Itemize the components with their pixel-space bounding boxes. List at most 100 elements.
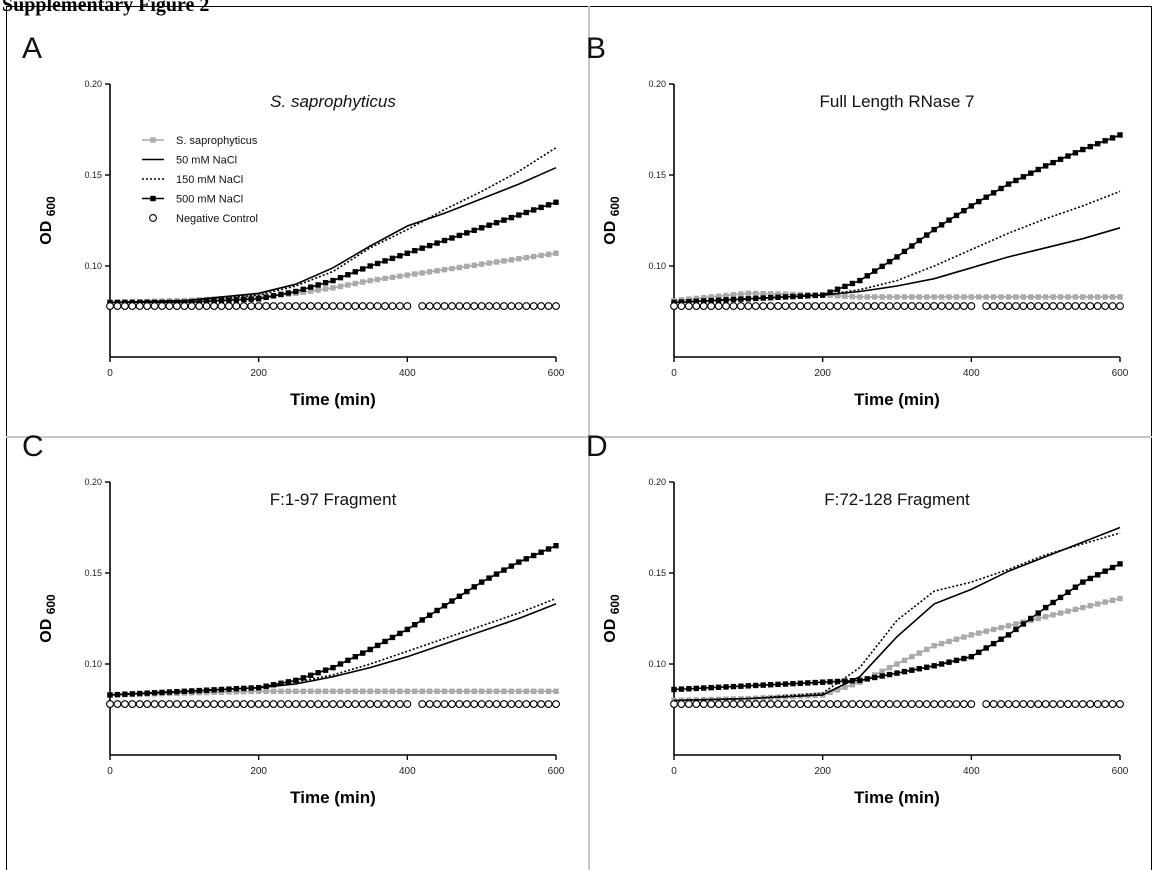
data-point — [1026, 302, 1035, 310]
data-point — [187, 700, 196, 708]
x-tick-label: 0 — [671, 766, 677, 777]
data-point — [1095, 601, 1101, 607]
y-tick-label: 0.20 — [84, 79, 102, 89]
data-point — [744, 700, 753, 708]
data-point — [196, 298, 202, 305]
data-point — [217, 302, 226, 310]
data-point — [701, 294, 707, 301]
data-point — [1019, 302, 1028, 310]
data-point — [336, 700, 345, 708]
data-point — [382, 258, 388, 264]
x-axis-label: Time (min) — [854, 788, 940, 807]
data-point — [523, 209, 529, 216]
data-point — [1080, 604, 1086, 611]
data-point — [1108, 700, 1117, 708]
data-point — [841, 700, 849, 708]
data-point — [514, 700, 523, 708]
data-point — [397, 273, 403, 279]
data-point — [901, 294, 908, 300]
data-point — [989, 302, 998, 310]
y-tick-label: 0.20 — [84, 477, 102, 487]
data-point — [959, 302, 968, 310]
data-point — [774, 302, 783, 310]
data-point — [855, 700, 864, 708]
y-tick-label: 0.10 — [648, 659, 666, 669]
data-point — [1026, 700, 1035, 708]
data-point — [128, 700, 137, 708]
data-point — [507, 700, 516, 708]
data-point — [374, 260, 381, 267]
series-negative-control — [106, 700, 560, 708]
data-point — [531, 688, 537, 694]
data-point — [291, 700, 300, 708]
data-point — [745, 296, 752, 302]
series-s-saprophyticus — [107, 250, 559, 306]
data-point — [722, 700, 730, 708]
data-point — [224, 302, 233, 310]
data-point — [998, 185, 1004, 192]
data-point — [701, 685, 707, 691]
data-point — [976, 294, 982, 300]
data-point — [255, 684, 262, 691]
data-point — [1102, 138, 1108, 144]
data-point — [1050, 294, 1056, 300]
data-point — [395, 700, 404, 708]
data-point — [909, 667, 915, 673]
data-point — [946, 659, 952, 665]
data-point — [241, 296, 247, 303]
data-point — [812, 292, 818, 299]
data-point — [478, 579, 485, 585]
data-point — [819, 679, 826, 685]
data-point — [120, 700, 129, 708]
data-point — [210, 302, 219, 310]
data-point — [360, 688, 366, 694]
data-point — [678, 299, 685, 305]
data-point — [389, 634, 396, 641]
y-axis-label: OD 600 — [38, 594, 58, 643]
data-point — [516, 688, 522, 694]
data-point — [456, 593, 463, 599]
data-point — [715, 293, 722, 299]
data-point — [337, 688, 344, 694]
data-point — [997, 700, 1006, 708]
data-point — [544, 302, 553, 310]
y-tick-label: 0.10 — [648, 261, 666, 271]
data-point — [909, 294, 915, 300]
data-point — [714, 700, 723, 708]
data-point — [982, 302, 991, 310]
series-500-mm-nacl — [671, 561, 1123, 693]
data-point — [886, 294, 893, 300]
data-point — [538, 549, 544, 555]
data-point — [203, 687, 210, 693]
data-point — [1072, 150, 1079, 156]
data-point — [374, 688, 381, 694]
data-point — [872, 268, 878, 274]
data-point — [931, 226, 937, 233]
data-point — [894, 670, 900, 676]
data-point — [805, 680, 811, 686]
data-point — [848, 700, 857, 708]
legend-label: 150 mM NaCl — [176, 174, 243, 186]
data-point — [790, 293, 796, 300]
data-point — [983, 645, 989, 651]
data-point — [314, 700, 323, 708]
data-point — [1011, 302, 1020, 310]
data-point — [879, 294, 885, 300]
data-point — [760, 290, 766, 297]
data-point — [1101, 700, 1110, 708]
data-point — [232, 302, 241, 310]
data-point — [269, 700, 278, 708]
data-point — [998, 636, 1004, 642]
data-point — [501, 258, 507, 264]
x-tick-label: 400 — [963, 766, 980, 777]
data-point — [842, 684, 848, 690]
data-point — [529, 700, 538, 708]
data-point — [293, 677, 299, 684]
data-point — [907, 302, 916, 310]
data-point — [767, 294, 774, 301]
data-point — [901, 248, 908, 255]
panel-letter: C — [22, 430, 44, 463]
data-point — [1028, 294, 1034, 300]
data-point — [462, 700, 471, 708]
